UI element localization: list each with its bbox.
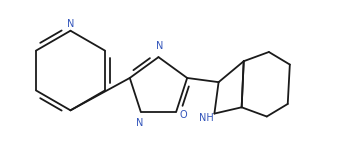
Text: NH: NH (200, 113, 214, 123)
Text: N: N (136, 118, 143, 127)
Text: N: N (67, 19, 74, 29)
Text: N: N (156, 41, 164, 51)
Text: O: O (179, 110, 187, 120)
